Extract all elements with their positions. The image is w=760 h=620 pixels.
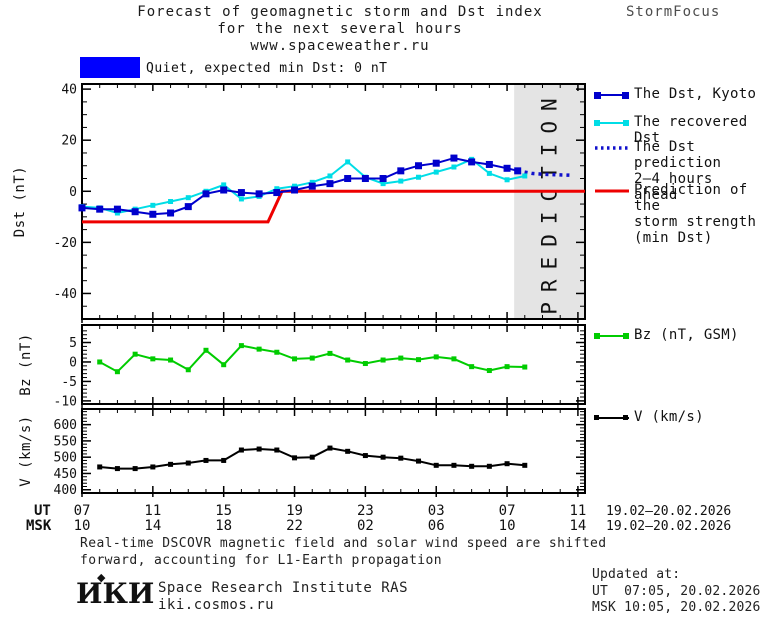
y-tick-label: 400	[54, 483, 77, 498]
footnote-line1: Real-time DSCOVR magnetic field and sola…	[80, 536, 607, 551]
legend-dst-kyoto: The Dst, Kyoto	[593, 86, 756, 102]
quiet-status-color-box	[80, 57, 140, 78]
updated-at-label: Updated at:	[592, 567, 681, 582]
legend-label: The recovered Dst	[634, 114, 748, 146]
dst-panel: PREDICTION 40 20 0 -20 -40 Dst (nT)	[12, 83, 586, 323]
x-tick-msk: 02	[357, 518, 374, 534]
y-tick-label: 0	[69, 185, 77, 200]
kyoto-line-sample	[594, 92, 629, 99]
site-url: www.spaceweather.ru	[250, 38, 430, 54]
y-tick-label: -5	[61, 375, 77, 390]
y-tick-label: -20	[54, 236, 77, 251]
legend-label: 2–4 hours ahead	[634, 171, 713, 203]
y-tick-label: 600	[54, 418, 77, 433]
legend-label: storm strength	[634, 214, 757, 230]
prediction-watermark: PREDICTION	[538, 88, 562, 314]
x-tick-ut: 15	[215, 503, 232, 519]
y-tick-label: 450	[54, 467, 77, 482]
legend-label: (min Dst)	[634, 230, 713, 246]
iki-logo: ИКИ ◆	[76, 571, 155, 615]
v-axis-title: V (km/s)	[18, 415, 34, 486]
bz-axis-title: Bz (nT)	[18, 333, 34, 396]
x-tick-msk: 14	[144, 518, 161, 534]
y-tick-label: -10	[54, 394, 77, 409]
iki-logo-text: ИКИ	[76, 577, 155, 610]
bz-line-sample	[594, 333, 629, 339]
legend-label: The Dst prediction	[634, 139, 722, 171]
y-tick-label: -40	[54, 287, 77, 302]
legend-label: V (km/s)	[634, 409, 704, 425]
prediction-zone	[514, 85, 584, 318]
legend-v: V (km/s)	[593, 409, 704, 425]
legend-label: The Dst, Kyoto	[634, 86, 757, 102]
x-tick-ut: 11	[144, 503, 161, 519]
recovered-line-sample	[594, 120, 629, 126]
legend-bz: Bz (nT, GSM)	[593, 327, 739, 343]
legend-dst-recovered: The recovered Dst	[593, 114, 760, 146]
series-line	[99, 447, 525, 470]
x-tick-ut: 07	[74, 503, 91, 519]
dotted-line-sample	[595, 146, 629, 150]
legend-dst-storm-strength: Prediction of the storm strength (min Ds…	[593, 182, 760, 246]
x-tick-msk: 14	[569, 518, 586, 534]
page-title-line1: Forecast of geomagnetic storm and Dst in…	[137, 4, 543, 20]
updated-ut: UT 07:05, 20.02.2026	[592, 584, 760, 599]
y-tick-label: 550	[54, 434, 77, 449]
x-tick-ut: 23	[357, 503, 374, 519]
y-tick-label: 20	[61, 134, 77, 149]
series-line	[517, 169, 571, 177]
x-tick-msk: 18	[215, 518, 232, 534]
x-tick-msk: 10	[499, 518, 516, 534]
dst-axis-title: Dst (nT)	[12, 166, 28, 237]
series-line	[81, 158, 526, 215]
y-tick-label: 500	[54, 451, 77, 466]
x-tick-msk: 06	[428, 518, 445, 534]
x-tick-ut: 03	[428, 503, 445, 519]
msk-date-range: 19.02–20.02.2026	[606, 519, 731, 534]
bz-panel: 5 0 -5 -10 Bz (nT)	[18, 324, 586, 409]
red-line-sample	[595, 189, 629, 193]
y-tick-label: 40	[61, 83, 77, 98]
brand-label: StormFocus	[626, 4, 721, 20]
org-name: Space Research Institute RAS	[158, 580, 409, 596]
series-line	[82, 189, 585, 224]
legend-dst-prediction: The Dst prediction 2–4 hours ahead	[593, 139, 760, 203]
v-line-sample	[594, 415, 629, 420]
x-tick-msk: 10	[74, 518, 91, 534]
ut-row-label: UT	[34, 503, 51, 519]
y-tick-label: 5	[69, 336, 77, 351]
legend-label: Bz (nT, GSM)	[634, 327, 739, 343]
page-title-line2: for the next several hours	[217, 21, 463, 37]
x-tick-ut: 07	[499, 503, 516, 519]
msk-row-label: MSK	[26, 518, 52, 534]
iki-logo-diamond-icon: ◆	[97, 571, 106, 584]
ut-date-range: 19.02–20.02.2026	[606, 504, 731, 519]
series-line	[81, 157, 518, 216]
legend-label: Prediction of the	[634, 182, 748, 214]
x-tick-ut: 11	[569, 503, 586, 519]
org-site-link[interactable]: iki.cosmos.ru	[158, 597, 275, 613]
x-tick-msk: 22	[286, 518, 303, 534]
updated-msk: MSK 10:05, 20.02.2026	[592, 600, 760, 615]
y-tick-label: 0	[69, 355, 77, 370]
quiet-status-text: Quiet, expected min Dst: 0 nT	[146, 61, 388, 76]
footnote-line2: forward, accounting for L1-Earth propaga…	[80, 553, 442, 568]
x-tick-ut: 19	[286, 503, 303, 519]
series-line	[99, 344, 525, 373]
